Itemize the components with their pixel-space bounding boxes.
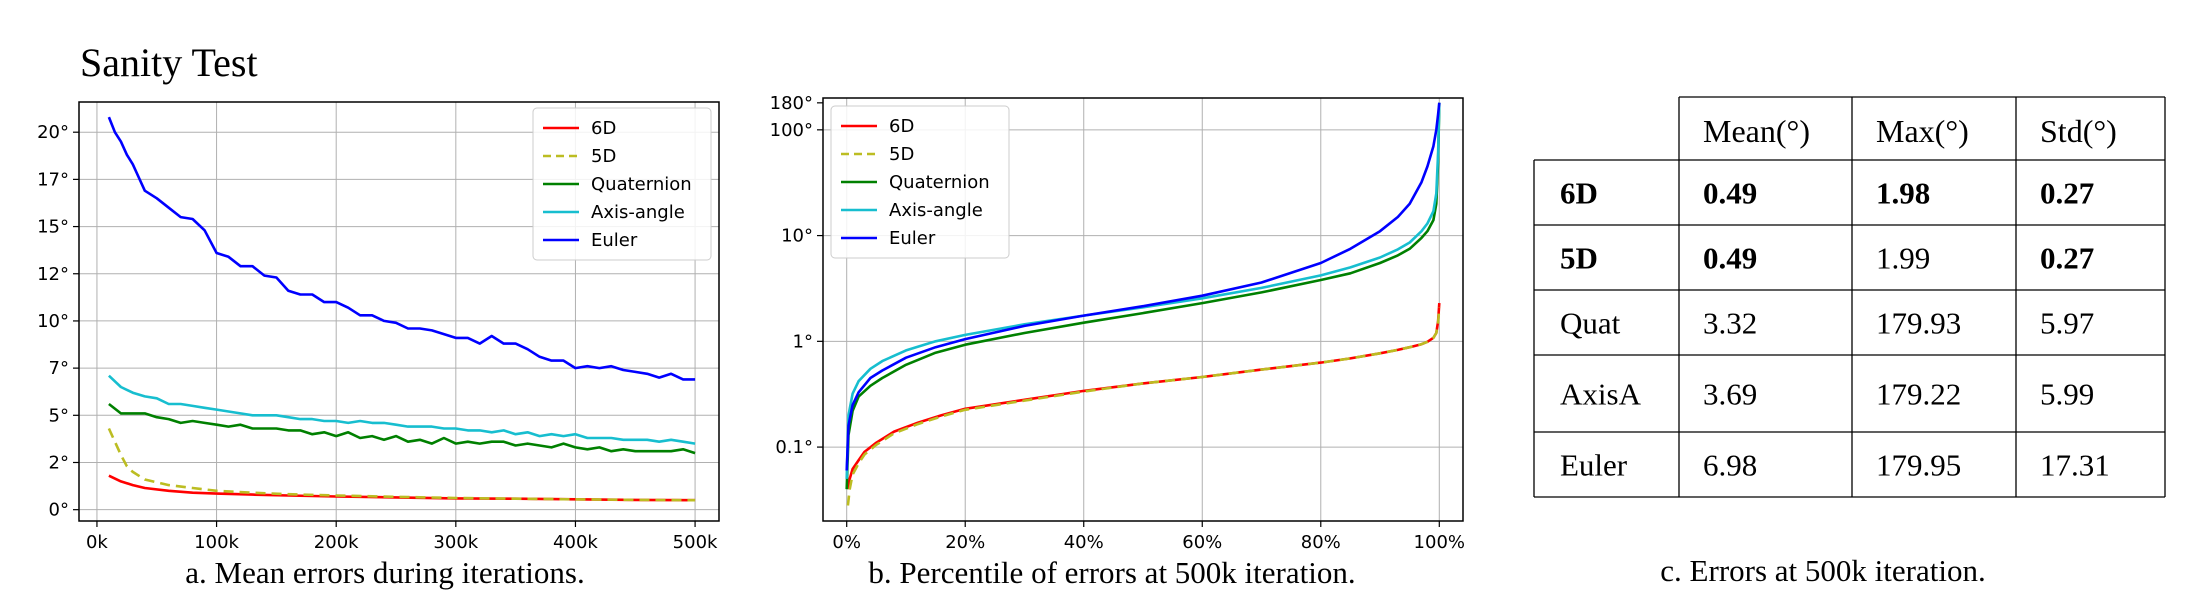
table-cell: 3.69 xyxy=(1703,377,1757,412)
y-tick-label: 12° xyxy=(37,264,69,285)
plot-frame xyxy=(822,97,1464,522)
series-line-quaternion xyxy=(108,402,696,455)
table-row-label: Quat xyxy=(1560,306,1621,341)
table-header-cell: Std(°) xyxy=(2040,113,2117,149)
y-tick-label: 15° xyxy=(37,217,69,238)
table-header-cell: Mean(°) xyxy=(1703,113,1810,149)
table-cell: 3.32 xyxy=(1703,306,1757,341)
table-cell: 0.49 xyxy=(1703,241,1757,276)
table-header-cell: Max(°) xyxy=(1876,113,1969,149)
page-title: Sanity Test xyxy=(80,40,258,85)
series-line-euler xyxy=(107,116,696,381)
table-row-label: Euler xyxy=(1560,448,1628,483)
series-line-5d xyxy=(107,427,696,502)
y-tick-label: 1° xyxy=(793,331,813,352)
x-tick-label: 100% xyxy=(1414,532,1465,553)
legend-label: 6D xyxy=(889,116,914,137)
series-line-quaternion xyxy=(845,102,1441,490)
x-tick-label: 500k xyxy=(673,532,718,553)
series-line-euler xyxy=(845,102,1441,471)
table-cell: 5.99 xyxy=(2040,377,2094,412)
table-cell: 1.98 xyxy=(1876,176,1930,211)
table-row-label: AxisA xyxy=(1560,377,1642,412)
table-cell: 179.95 xyxy=(1876,448,1961,483)
legend-box xyxy=(532,107,712,261)
x-tick-label: 100k xyxy=(194,532,239,553)
legend-label: 5D xyxy=(591,146,616,167)
y-tick-label: 5° xyxy=(49,405,69,426)
table-cell: 1.99 xyxy=(1876,241,1930,276)
legend-label: Euler xyxy=(591,230,638,251)
x-tick-label: 60% xyxy=(1182,532,1222,553)
table-cell: 0.27 xyxy=(2040,241,2094,276)
table-cell: 6.98 xyxy=(1703,448,1757,483)
errors-table: Mean(°) Max(°) Std(°) 6D 0.49 1.98 0.27 5D 0.49 1… xyxy=(1533,96,2166,588)
y-tick-label: 0° xyxy=(49,500,69,521)
series-line-6d xyxy=(846,303,1441,490)
plot-frame xyxy=(78,101,720,522)
y-tick-label: 10° xyxy=(781,226,813,247)
legend-label: Quaternion xyxy=(889,172,990,193)
x-tick-label: 80% xyxy=(1301,532,1341,553)
legend-label: 6D xyxy=(591,118,616,139)
y-tick-label: 10° xyxy=(37,311,69,332)
x-tick-label: 40% xyxy=(1064,532,1104,553)
legend-label: Quaternion xyxy=(591,174,692,195)
y-tick-label: 2° xyxy=(49,452,69,473)
y-tick-label: 20° xyxy=(37,122,69,143)
x-tick-label: 400k xyxy=(553,532,598,553)
legend-box xyxy=(830,105,1010,259)
series-line-axis-angle xyxy=(845,102,1441,479)
table-cell: 0.27 xyxy=(2040,176,2094,211)
table-cell: 179.22 xyxy=(1876,377,1961,412)
y-tick-label: 100° xyxy=(770,120,813,141)
chart-mean-errors: 0k 100k 200k 300k 400k 500k 0° 2° 5° 7° 10° 12° 15° 1… xyxy=(37,101,720,590)
table-row-label: 6D xyxy=(1560,176,1598,211)
x-tick-label: 0k xyxy=(86,532,108,553)
series-line-axis-angle xyxy=(108,374,696,445)
legend-label: Axis-angle xyxy=(591,202,685,223)
chart-caption: b. Percentile of errors at 500k iteratio… xyxy=(868,555,1355,590)
y-tick-label: 7° xyxy=(49,358,69,379)
table-cell: 179.93 xyxy=(1876,306,1961,341)
table-cell: 0.49 xyxy=(1703,176,1757,211)
table-cell: 17.31 xyxy=(2040,448,2110,483)
legend-label: Euler xyxy=(889,228,936,249)
y-tick-label: 180° xyxy=(770,93,813,114)
table-caption: c. Errors at 500k iteration. xyxy=(1660,553,1985,588)
x-tick-label: 20% xyxy=(945,532,985,553)
x-tick-label: 300k xyxy=(433,532,478,553)
x-tick-label: 0% xyxy=(832,532,861,553)
legend-label: 5D xyxy=(889,144,914,165)
legend-label: Axis-angle xyxy=(889,200,983,221)
table-cell: 5.97 xyxy=(2040,306,2094,341)
y-tick-label: 17° xyxy=(37,169,69,190)
x-tick-label: 200k xyxy=(314,532,359,553)
y-tick-label: 0.1° xyxy=(775,437,813,458)
chart-percentile-errors: 0% 20% 40% 60% 80% 100% 0.1° 1° 10° 100° 180° 6D 5D Q… xyxy=(770,93,1465,590)
chart-caption: a. Mean errors during iterations. xyxy=(185,555,584,590)
series-line-5d xyxy=(846,307,1441,506)
table-row-label: 5D xyxy=(1560,241,1598,276)
